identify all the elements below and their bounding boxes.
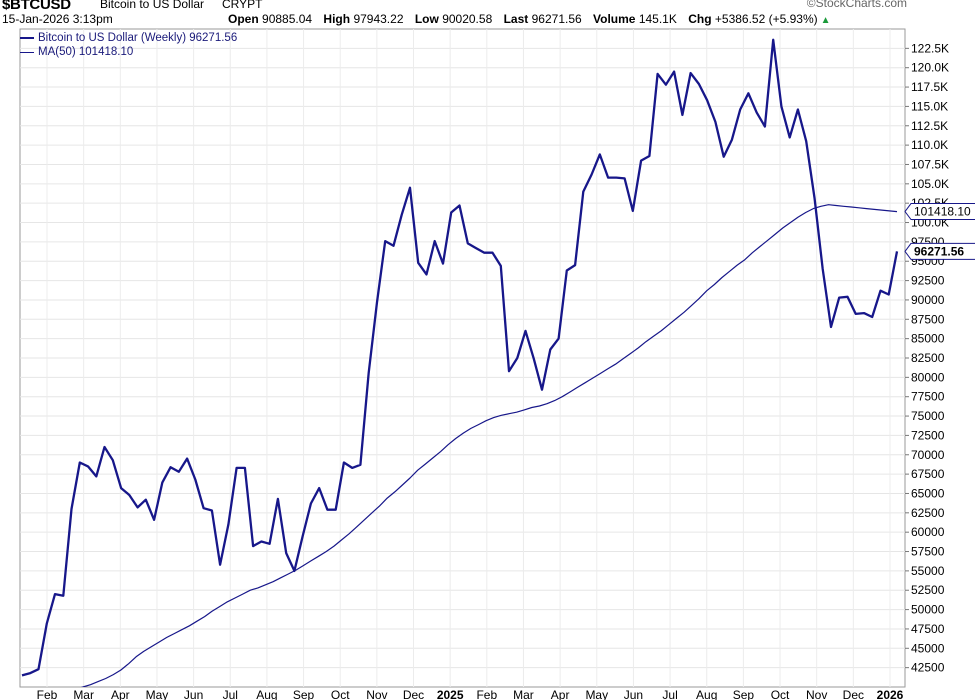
y-tick-label: 62500 <box>911 506 945 520</box>
legend-item-ma50: MA(50) 101418.10 <box>20 45 237 59</box>
x-tick-label: Jul <box>662 688 677 700</box>
y-tick-label: 50000 <box>911 603 945 617</box>
high-label: High <box>323 12 351 26</box>
quote-stats: Open 90885.04 High 97943.22 Low 90020.58… <box>228 12 831 26</box>
x-tick-label: Sep <box>293 688 315 700</box>
x-tick-label: May <box>146 688 169 700</box>
price-last-value-tag: 96271.56 <box>904 242 975 260</box>
open-value: 90885.04 <box>262 12 313 26</box>
x-tick-label: Aug <box>256 688 277 700</box>
legend-item-price: Bitcoin to US Dollar (Weekly) 96271.56 <box>20 31 237 45</box>
y-tick-label: 120.0K <box>911 61 949 75</box>
y-tick-label: 105.0K <box>911 177 949 191</box>
y-tick-label: 45000 <box>911 641 945 655</box>
chart-legend: Bitcoin to US Dollar (Weekly) 96271.56 M… <box>20 31 237 59</box>
volume-value: 145.1K <box>638 12 677 26</box>
x-tick-label: Sep <box>733 688 755 700</box>
svg-text:96271.56: 96271.56 <box>914 244 964 258</box>
x-tick-label: Feb <box>476 688 497 700</box>
last-value: 96271.56 <box>531 12 582 26</box>
x-tick-label: Oct <box>771 688 790 700</box>
x-tick-label: Apr <box>111 688 130 700</box>
price-series-line <box>21 38 899 677</box>
x-tick-label: Nov <box>806 688 827 700</box>
y-tick-label: 42500 <box>911 661 945 675</box>
x-tick-label: Jun <box>624 688 643 700</box>
chart-header: $BTCUSD Bitcoin to US Dollar CRYPT ©Stoc… <box>0 0 975 28</box>
low-label: Low <box>414 12 439 26</box>
y-tick-label: 115.0K <box>911 99 948 113</box>
low-value: 90020.58 <box>442 12 493 26</box>
legend-label-ma50: MA(50) 101418.10 <box>38 46 134 58</box>
y-tick-label: 122.5K <box>911 41 949 55</box>
y-tick-label: 82500 <box>911 351 945 365</box>
exchange-label: CRYPT <box>222 0 263 11</box>
y-tick-label: 107.5K <box>911 157 949 171</box>
y-tick-label: 47500 <box>911 622 945 636</box>
brand-logo[interactable]: ©StockCharts.com <box>806 0 907 10</box>
up-arrow-icon: ▲ <box>820 15 831 26</box>
x-tick-label: Jun <box>184 688 203 700</box>
x-tick-label: Nov <box>366 688 387 700</box>
x-tick-label: Dec <box>403 688 424 700</box>
x-tick-label: 2025 <box>437 688 464 700</box>
legend-label-price: Bitcoin to US Dollar (Weekly) 96271.56 <box>38 32 238 44</box>
y-tick-label: 87500 <box>911 312 945 326</box>
y-tick-label: 70000 <box>911 448 945 462</box>
y-tick-label: 90000 <box>911 293 945 307</box>
x-tick-label: Dec <box>843 688 864 700</box>
y-tick-label: 57500 <box>911 545 945 559</box>
x-tick-label: Mar <box>513 688 534 700</box>
y-tick-label: 52500 <box>911 583 945 597</box>
y-tick-label: 67500 <box>911 467 945 481</box>
x-tick-label: 2026 <box>877 688 904 700</box>
y-tick-label: 112.5K <box>911 119 948 133</box>
high-value: 97943.22 <box>353 12 404 26</box>
y-tick-label: 55000 <box>911 564 945 578</box>
x-tick-label: Jul <box>223 688 238 700</box>
svg-text:101418.10: 101418.10 <box>914 205 971 219</box>
y-tick-label: 72500 <box>911 428 945 442</box>
y-tick-label: 110.0K <box>911 138 948 152</box>
ma50-last-value-tag: 101418.10 <box>904 203 975 221</box>
ticker-description: Bitcoin to US Dollar <box>100 0 205 11</box>
y-tick-label: 77500 <box>911 390 945 404</box>
x-tick-label: Aug <box>696 688 717 700</box>
ma50-series-line <box>80 204 898 687</box>
y-tick-label: 92500 <box>911 274 945 288</box>
x-tick-label: Apr <box>551 688 570 700</box>
legend-swatch-price <box>20 37 34 39</box>
change-value: +5386.52 (+5.93%) <box>714 12 818 26</box>
quote-datetime: 15-Jan-2026 3:13pm <box>2 12 113 26</box>
y-tick-label: 80000 <box>911 370 945 384</box>
y-tick-label: 75000 <box>911 409 945 423</box>
x-tick-label: Mar <box>73 688 94 700</box>
legend-swatch-ma50 <box>20 51 34 53</box>
x-tick-label: Oct <box>331 688 350 700</box>
x-tick-label: May <box>585 688 608 700</box>
y-tick-label: 60000 <box>911 525 945 539</box>
y-tick-label: 117.5K <box>911 80 948 94</box>
last-label: Last <box>503 12 529 26</box>
ticker-symbol[interactable]: $BTCUSD <box>2 0 71 13</box>
y-tick-label: 65000 <box>911 486 945 500</box>
y-tick-label: 85000 <box>911 332 945 346</box>
change-label: Chg <box>688 12 712 26</box>
x-tick-label: Feb <box>37 688 58 700</box>
open-label: Open <box>228 12 259 26</box>
volume-label: Volume <box>593 12 636 26</box>
